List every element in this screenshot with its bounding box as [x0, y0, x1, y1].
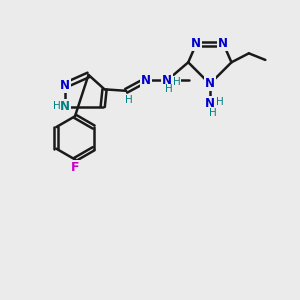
Text: N: N	[191, 37, 201, 50]
Text: N: N	[60, 100, 70, 113]
Text: N: N	[141, 74, 151, 87]
Text: N: N	[205, 77, 215, 90]
Text: H: H	[216, 97, 223, 107]
Text: H: H	[209, 108, 217, 118]
Text: N: N	[162, 74, 172, 87]
Text: N: N	[218, 37, 228, 50]
Text: F: F	[71, 161, 79, 174]
Text: H: H	[173, 76, 181, 86]
Text: H: H	[165, 84, 172, 94]
Text: H: H	[125, 95, 132, 105]
Text: N: N	[60, 79, 70, 92]
Text: N: N	[205, 97, 215, 110]
Text: H: H	[53, 101, 61, 111]
